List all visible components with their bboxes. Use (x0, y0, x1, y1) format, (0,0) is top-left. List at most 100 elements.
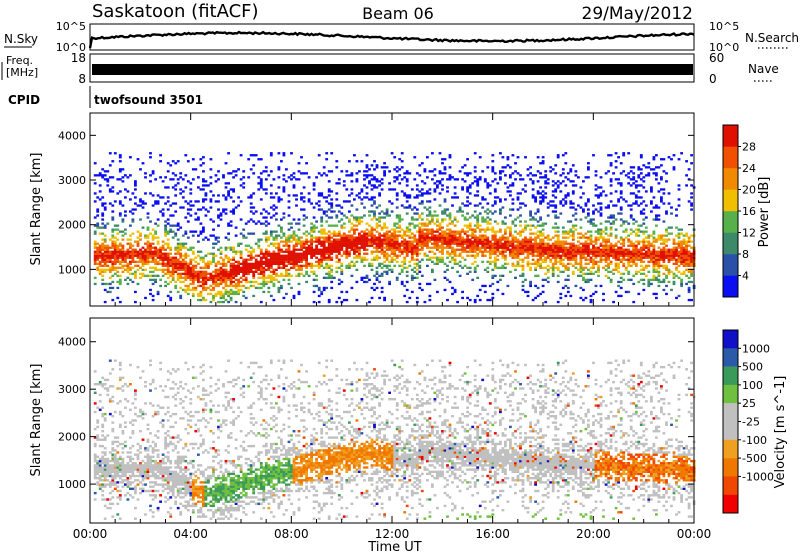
power-cell (330, 280, 334, 284)
power-cell (358, 256, 361, 259)
power-cell (348, 230, 351, 233)
power-cell (342, 238, 346, 241)
power-cell (536, 252, 540, 255)
power-cell (186, 264, 190, 267)
power-cell (622, 220, 626, 223)
power-cell (506, 238, 510, 241)
power-cell (217, 270, 220, 273)
power-cell (259, 252, 263, 255)
power-cell (539, 202, 542, 205)
power-cell (219, 280, 223, 284)
power-cell (174, 232, 178, 235)
power-cell (441, 178, 444, 181)
power-cell (514, 268, 517, 271)
power-cell (209, 288, 213, 292)
power-cell (539, 218, 542, 221)
power-cell (169, 274, 173, 277)
power-cell (264, 268, 268, 271)
power-cell (93, 276, 97, 279)
power-cell (212, 294, 215, 298)
power-cell (451, 236, 454, 239)
power-cell (599, 236, 603, 239)
power-cell (493, 196, 497, 199)
power-cell (594, 246, 598, 249)
power-cell (496, 238, 500, 241)
power-cell (176, 260, 180, 263)
power-cell (141, 272, 145, 275)
power-cell (531, 252, 535, 255)
power-cell (574, 208, 578, 211)
power-cell (428, 220, 432, 223)
power-cell (332, 246, 336, 249)
power-cell (179, 280, 183, 284)
power-cell (264, 256, 268, 259)
power-cell (197, 274, 200, 277)
power-cell (556, 268, 560, 271)
power-cell (275, 278, 278, 281)
power-cell (96, 262, 100, 265)
power-cell (383, 212, 386, 215)
power-cell (259, 212, 263, 215)
power-cell (481, 198, 485, 201)
power-cell (330, 264, 334, 267)
power-cell (466, 244, 469, 247)
power-cell (292, 252, 296, 255)
power-cell (609, 260, 613, 263)
power-cell (259, 222, 263, 225)
power-cell (539, 192, 542, 195)
power-cell (212, 252, 215, 255)
power-cell (287, 250, 291, 253)
power-cell (531, 224, 535, 227)
power-cell (267, 250, 271, 253)
power-cell (249, 168, 253, 171)
power-cell (146, 248, 150, 251)
power-cell (302, 254, 306, 257)
power-cell (121, 168, 125, 171)
power-cell (569, 242, 573, 245)
power-cell (541, 232, 545, 235)
power-cell (481, 254, 485, 257)
power-cell (106, 264, 110, 267)
power-cell (103, 300, 107, 304)
power-cell (546, 234, 550, 237)
power-cell (614, 256, 618, 259)
power-cell (428, 214, 432, 217)
power-cell (108, 250, 112, 253)
power-cell (579, 232, 583, 235)
power-cell (335, 160, 339, 163)
power-cell (566, 242, 570, 245)
power-cell (363, 258, 366, 261)
power-cell (373, 288, 376, 292)
power-cell (526, 290, 530, 294)
power-cell (473, 180, 477, 183)
power-cell (219, 262, 223, 265)
power-cell (217, 194, 220, 197)
power-cell (232, 250, 235, 253)
power-cell (441, 246, 444, 249)
power-cell (154, 236, 157, 239)
power-cell (262, 252, 266, 255)
power-cell (466, 230, 469, 233)
power-cell (302, 172, 306, 175)
power-cell (101, 214, 105, 217)
power-cell (478, 242, 482, 245)
power-cell (322, 288, 326, 292)
power-cell (403, 256, 407, 259)
power-cell (493, 236, 497, 239)
power-cell (634, 254, 638, 257)
power-cell (212, 194, 215, 197)
power-cell (491, 274, 495, 277)
power-cell (589, 218, 593, 221)
power-cell (426, 222, 429, 225)
power-cell (504, 250, 507, 253)
power-cell (325, 240, 329, 243)
power-cell (496, 266, 500, 269)
power-cell (186, 288, 190, 292)
power-cell (652, 218, 656, 221)
power-cell (473, 246, 477, 249)
power-cell (267, 258, 271, 261)
power-cell (587, 252, 590, 255)
power-cell (456, 232, 459, 235)
power-cell (209, 176, 213, 179)
power-cell (624, 220, 628, 223)
